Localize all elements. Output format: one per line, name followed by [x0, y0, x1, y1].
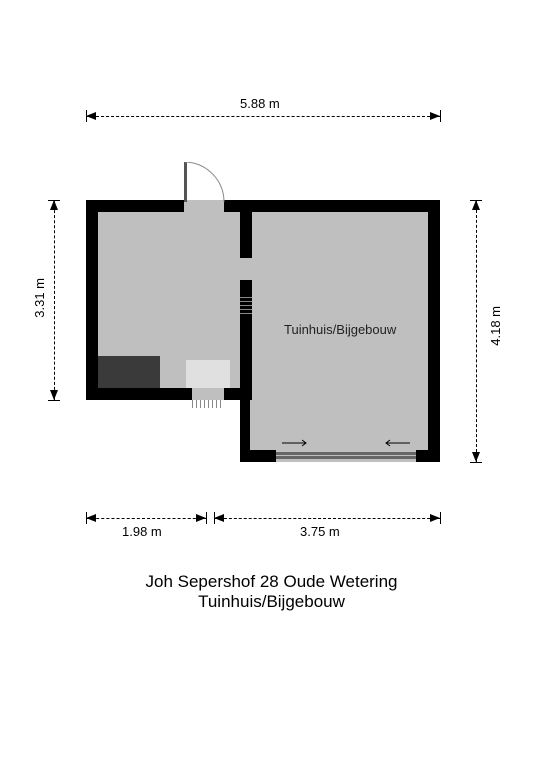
dim-tick — [86, 110, 87, 122]
arrow-up-icon — [472, 200, 480, 210]
arrow-left-icon — [382, 438, 412, 448]
dim-tick — [440, 512, 441, 524]
arrow-right-icon — [430, 514, 440, 522]
arrow-down-icon — [50, 390, 58, 400]
fixture-hatch — [240, 294, 252, 314]
dim-line-bottom-right — [214, 518, 440, 520]
passage-opening — [240, 258, 252, 280]
dim-line-bottom-left — [86, 518, 206, 520]
dim-tick — [48, 200, 60, 201]
dim-right-label: 4.18 m — [488, 306, 503, 346]
dim-top-label: 5.88 m — [240, 96, 280, 111]
room-label: Tuinhuis/Bijgebouw — [284, 322, 396, 337]
sliding-door-track — [276, 456, 416, 459]
door-swing-icon — [184, 162, 226, 204]
arrow-right-icon — [280, 438, 310, 448]
fixture-dark — [98, 356, 160, 388]
title-line1: Joh Sepershof 28 Oude Wetering — [0, 572, 543, 592]
title-line2: Tuinhuis/Bijgebouw — [0, 592, 543, 612]
dim-left-label: 3.31 m — [32, 278, 47, 318]
dim-tick — [470, 200, 482, 201]
dim-tick — [206, 512, 207, 524]
arrow-right-icon — [430, 112, 440, 120]
floorplan: Tuinhuis/Bijgebouw — [86, 150, 440, 462]
dim-tick — [440, 110, 441, 122]
arrow-left-icon — [86, 514, 96, 522]
dim-line-left — [54, 200, 56, 400]
sliding-door-track — [276, 452, 416, 455]
dim-tick — [48, 400, 60, 401]
dim-line-top — [86, 116, 440, 118]
arrow-left-icon — [86, 112, 96, 120]
dim-tick — [214, 512, 215, 524]
dim-bottom-left-label: 1.98 m — [122, 524, 162, 539]
arrow-down-icon — [472, 452, 480, 462]
dim-tick — [470, 462, 482, 463]
floorplan-canvas: 5.88 m 3.31 m 4.18 m — [0, 0, 543, 768]
fixture-light — [186, 360, 230, 388]
dim-line-right — [476, 200, 478, 462]
fixture-hatch — [192, 400, 224, 408]
dim-tick — [86, 512, 87, 524]
arrow-right-icon — [196, 514, 206, 522]
arrow-left-icon — [214, 514, 224, 522]
arrow-up-icon — [50, 200, 58, 210]
dim-bottom-right-label: 3.75 m — [300, 524, 340, 539]
bottom-opening — [192, 388, 224, 400]
